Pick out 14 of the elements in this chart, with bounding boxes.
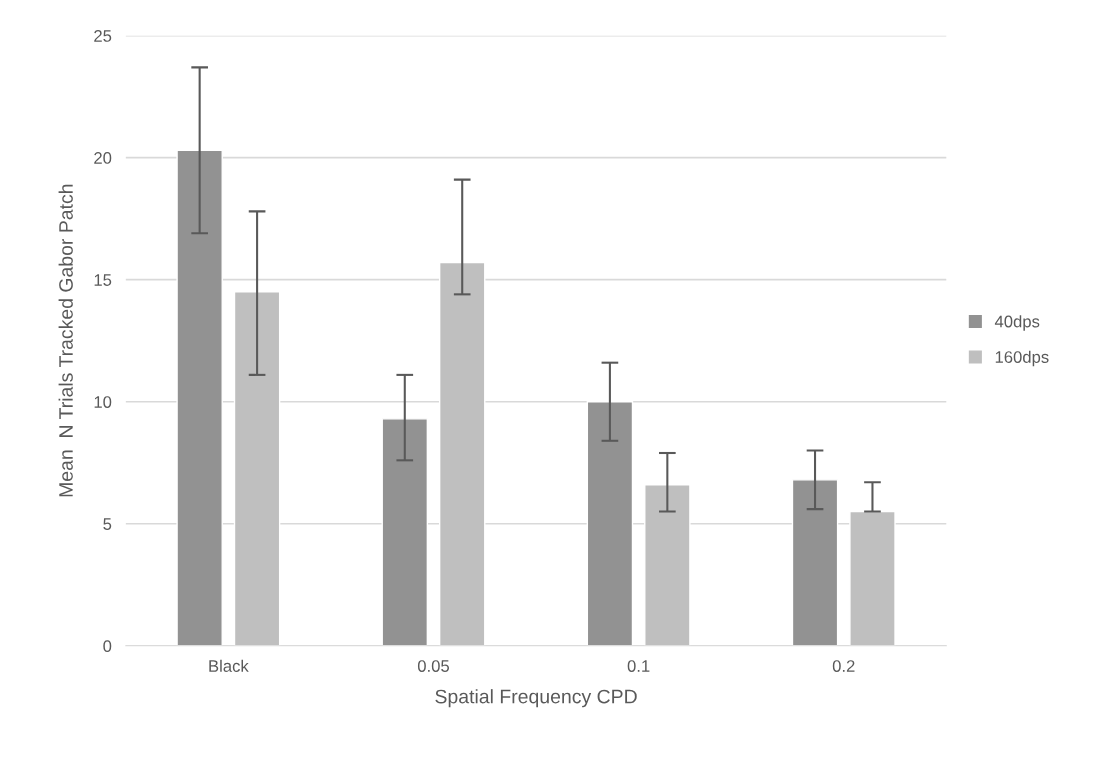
x-tick-label: 0.2 (832, 660, 855, 672)
y-tick-label: 15 (94, 274, 112, 286)
y-tick-label: 5 (103, 518, 112, 530)
y-axis-title: Mean N Trials Tracked Gabor Patch (58, 184, 73, 497)
legend-label: 40dps (994, 315, 1040, 331)
x-tick-label: 0.05 (417, 660, 450, 672)
x-tick-label: Black (209, 659, 249, 672)
legend-label: 160dps (995, 350, 1049, 367)
x-tick-label: 0.1 (627, 660, 650, 672)
x-axis-title: Spatial Frequency CPD (435, 689, 637, 708)
y-tick-label: 25 (94, 30, 112, 42)
y-tick-label: 0 (103, 640, 112, 653)
y-tick-label: 20 (94, 152, 112, 164)
y-tick-label: 10 (94, 396, 112, 408)
